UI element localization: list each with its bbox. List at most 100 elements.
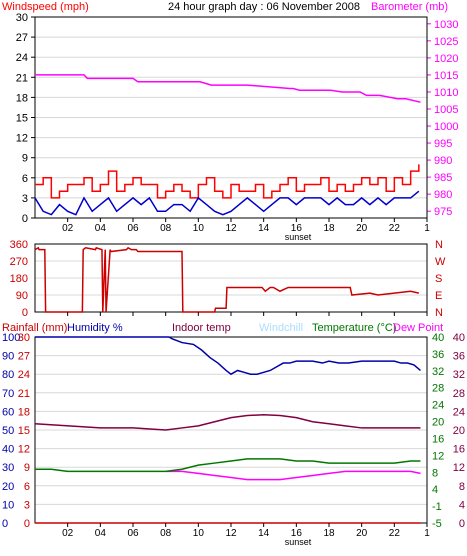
rainfall-tick-label: 3	[24, 499, 30, 511]
windspeed-tick-label: 24	[16, 52, 28, 64]
indoor-tick-label: 32	[453, 369, 465, 381]
humidity-tick-label: 30	[2, 462, 14, 474]
indoor-tick-label: 36	[453, 351, 465, 363]
indoor-temp-line	[34, 413, 421, 431]
direction-tick-label: 0	[22, 307, 28, 319]
barometer-tick-label: 985	[434, 172, 452, 184]
windspeed-tick-label: 21	[16, 72, 28, 84]
temperature-tick-label: 16	[432, 433, 444, 445]
temperature-tick-label: -1	[432, 501, 442, 513]
barometer-tick-label: 1030	[434, 19, 458, 31]
windspeed-tick-label: 6	[22, 173, 28, 185]
rainfall-tick-label: 12	[18, 444, 30, 456]
humidity-line	[35, 336, 421, 376]
rainfall-tick-label: 24	[18, 369, 30, 381]
temperature-tick-label: 40	[432, 332, 444, 344]
barometer-tick-label: 990	[434, 155, 452, 167]
temperature-tick-label: 12	[432, 450, 444, 462]
compass-tick-label: N	[435, 239, 443, 251]
x-tick-label: 08	[160, 528, 172, 539]
barometer-tick-label: 975	[434, 206, 452, 218]
x-tick-label: 08	[160, 223, 172, 234]
temperature-tick-label: 4	[432, 484, 438, 496]
humidity-tick-label: 70	[2, 388, 14, 400]
humidity-tick-label: 50	[2, 425, 14, 437]
x-tick-label: 1	[424, 223, 430, 234]
sunset-label: sunset	[285, 232, 312, 242]
humidity-tick-label: 90	[2, 351, 14, 363]
x-tick-label: 12	[225, 223, 237, 234]
humidity-tick-label: 60	[2, 406, 14, 418]
humidity-tick-label: 20	[2, 481, 14, 493]
windspeed-tick-label: 15	[16, 113, 28, 125]
temperature-tick-label: 20	[432, 417, 444, 429]
x-tick-label: 14	[258, 223, 270, 234]
wind-gust-line	[35, 164, 420, 199]
indoor-tick-label: 16	[453, 444, 465, 456]
wind-pressure-panel: 0369121518212427309759809859909951000100…	[16, 12, 459, 242]
rainfall-tick-label: 6	[24, 481, 30, 493]
direction-tick-label: 180	[10, 273, 28, 285]
indoor-tick-label: 40	[453, 332, 465, 344]
indoor-tick-label: 12	[453, 462, 465, 474]
barometer-tick-label: 1025	[434, 36, 458, 48]
humidity-tick-label: 80	[2, 369, 14, 381]
windspeed-tick-label: 9	[22, 153, 28, 165]
temperature-tick-label: 32	[432, 366, 444, 378]
humidity-label: Humidity %	[67, 322, 123, 334]
indoor-tick-label: 8	[459, 481, 465, 493]
windspeed-tick-label: 12	[16, 133, 28, 145]
temperature-tick-label: 8	[432, 467, 438, 479]
x-tick-label: 22	[389, 223, 401, 234]
x-tick-label: 1	[424, 528, 430, 539]
indoor-tick-label: 24	[453, 406, 465, 418]
direction-tick-label: 270	[10, 256, 28, 268]
rainfall-label: Rainfall (mm)	[2, 322, 67, 334]
temperature-humidity-panel: 0102030405060708090100036912151821242730…	[2, 332, 465, 547]
windspeed-axis-label: Windspeed (mph)	[2, 1, 89, 13]
humidity-tick-label: 0	[2, 518, 8, 530]
windspeed-tick-label: 0	[22, 213, 28, 225]
indoor-temp-label: Indoor temp	[172, 322, 231, 334]
wind-direction-panel: 360 N 270 W 180 S 90 E 0 N	[10, 239, 446, 319]
x-tick-label: 06	[127, 528, 139, 539]
x-tick-label: 22	[389, 528, 401, 539]
temperature-tick-label: -5	[432, 518, 442, 530]
windspeed-tick-label: 30	[16, 12, 28, 24]
barometer-tick-label: 980	[434, 189, 452, 201]
barometer-tick-label: 1010	[434, 87, 458, 99]
wind-direction-line	[34, 246, 420, 313]
windspeed-tick-label: 18	[16, 92, 28, 104]
barometer-tick-label: 1020	[434, 53, 458, 65]
chart-title: 24 hour graph day : 06 November 2008	[168, 1, 360, 13]
windspeed-tick-label: 3	[22, 193, 28, 205]
x-tick-label: 20	[356, 223, 368, 234]
rainfall-tick-label: 27	[18, 351, 30, 363]
rainfall-tick-label: 15	[18, 425, 30, 437]
barometer-line	[35, 74, 421, 103]
windchill-label: Windchill	[259, 322, 303, 334]
x-tick-label: 16	[291, 223, 303, 234]
compass-tick-label: W	[435, 256, 446, 268]
barometer-tick-label: 1000	[434, 121, 458, 133]
indoor-tick-label: 4	[459, 499, 465, 511]
x-tick-label: 20	[356, 528, 368, 539]
humidity-tick-label: 10	[2, 499, 14, 511]
barometer-axis-label: Barometer (mb)	[371, 1, 448, 13]
temperature-line	[35, 458, 421, 473]
rainfall-tick-label: 9	[24, 462, 30, 474]
x-tick-label: 02	[62, 528, 74, 539]
wind-average-line	[34, 190, 420, 216]
barometer-tick-label: 1005	[434, 104, 458, 116]
barometer-tick-label: 1015	[434, 70, 458, 82]
x-tick-label: 14	[258, 528, 270, 539]
temperature-label: Temperature (°C)	[312, 322, 396, 334]
compass-tick-label: S	[435, 273, 442, 285]
x-tick-label: 10	[193, 528, 205, 539]
windspeed-tick-label: 27	[16, 32, 28, 44]
x-tick-label: 18	[323, 528, 335, 539]
x-tick-label: 12	[225, 528, 237, 539]
x-tick-label: 10	[193, 223, 205, 234]
x-tick-label: 18	[323, 223, 335, 234]
